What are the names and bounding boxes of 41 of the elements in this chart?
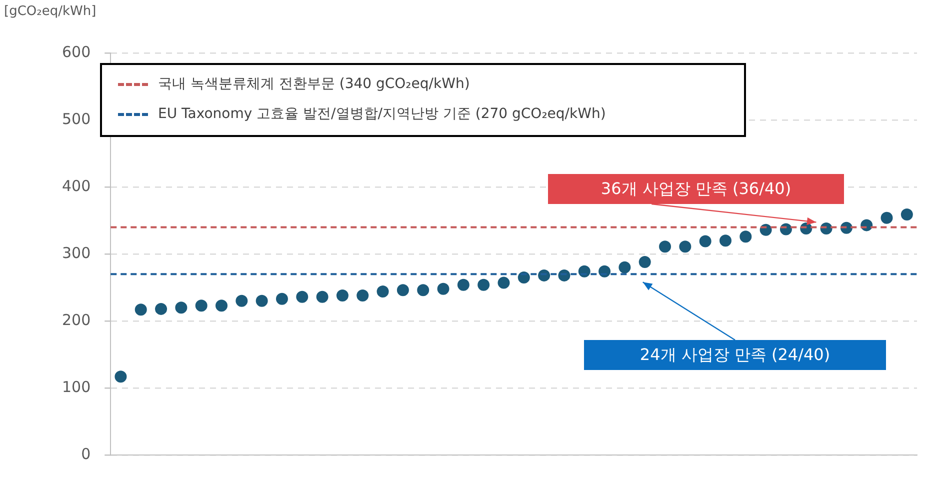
point [195, 300, 208, 312]
point [679, 240, 692, 253]
point [155, 302, 168, 315]
point [396, 284, 409, 296]
y-tick-label: 100 [62, 378, 91, 396]
point [618, 261, 631, 274]
y-tick-label: 400 [62, 176, 91, 195]
point [175, 302, 188, 314]
point [376, 286, 389, 298]
point [417, 284, 430, 296]
callout-box: 36개 사업장 만족 (36/40) [548, 174, 844, 204]
point [236, 294, 248, 307]
point [276, 292, 288, 305]
point [659, 240, 672, 253]
point [478, 278, 490, 291]
point [134, 304, 147, 316]
point [638, 256, 651, 268]
legend-label: EU Taxonomy 고효율 발전/열병합/지역난방 기준 (270 gCO₂eq/kWh) [158, 105, 606, 123]
point [114, 370, 127, 383]
point [740, 230, 752, 243]
point [699, 235, 712, 248]
point [719, 234, 732, 247]
y-tick-label: 0 [81, 444, 91, 463]
point [457, 278, 470, 291]
legend-label: 국내 녹색분류체계 전환부문 (340 gCO₂eq/kWh) [158, 75, 470, 93]
y-tick-label: 200 [62, 310, 91, 329]
point [437, 282, 450, 295]
point [256, 294, 268, 307]
point [316, 290, 328, 303]
point [216, 300, 228, 312]
point [356, 290, 369, 302]
point [900, 208, 913, 220]
y-tick-label: 500 [62, 110, 91, 128]
y-axis-title: [gCO₂eq/kWh] [4, 4, 96, 19]
y-tick-label: 300 [62, 244, 91, 262]
point [498, 276, 510, 289]
callout-box: 24개 사업장 만족 (24/40) [584, 340, 886, 370]
point [296, 290, 308, 303]
point [880, 212, 893, 224]
point [336, 290, 348, 302]
y-tick-label: 600 [62, 42, 91, 61]
